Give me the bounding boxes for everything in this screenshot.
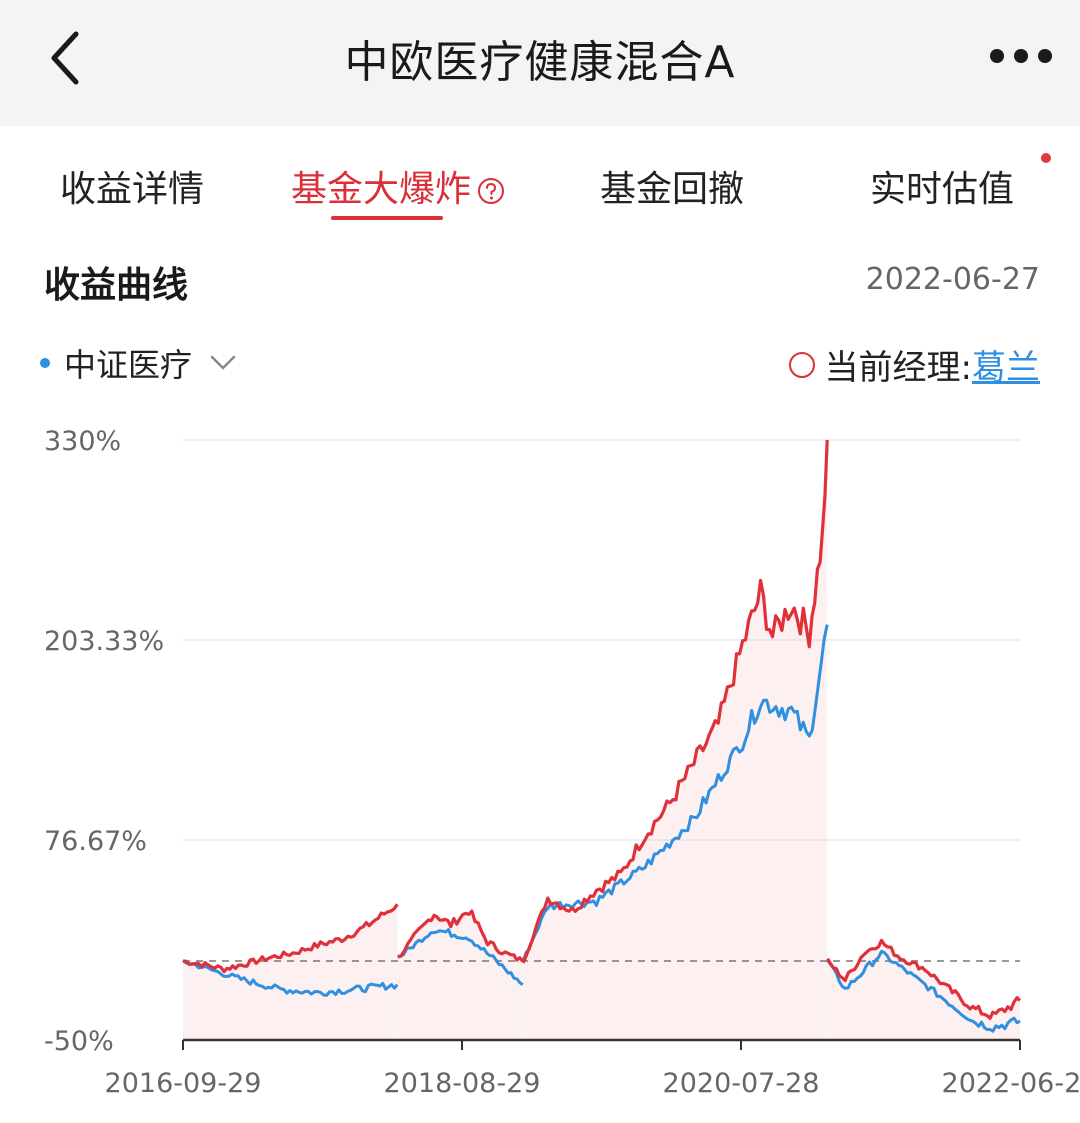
navigation-bar: 中欧医疗健康混合A [0, 0, 1080, 126]
tab-fund-explosion[interactable]: 基金大爆炸 [291, 160, 505, 212]
fund-line [397, 909, 524, 963]
benchmark-dot-icon [40, 358, 50, 368]
manager-legend: 当前经理: 葛兰 [788, 340, 1040, 389]
manager-label: 当前经理: [824, 348, 972, 388]
fund-area-segment [827, 940, 1020, 1040]
active-tab-indicator [331, 216, 443, 220]
manager-circle-icon [788, 351, 815, 378]
section-title: 收益曲线 [44, 265, 189, 306]
x-tick-label: 2016-09-29 [105, 1068, 262, 1099]
chevron-down-icon [210, 355, 236, 370]
tab-fund-drawdown[interactable]: 基金回撤 [600, 169, 745, 210]
fund-area-segment [523, 440, 828, 1040]
y-tick-label: 330% [44, 426, 121, 457]
help-circle-icon[interactable] [477, 177, 505, 205]
tab-bar: 收益详情 基金大爆炸 基金回撤 实时估值 [0, 126, 1080, 236]
manager-name-link[interactable]: 葛兰 [972, 348, 1040, 388]
page-title: 中欧医疗健康混合A [344, 37, 736, 88]
y-tick-label: 203.33% [44, 626, 164, 657]
benchmark-line [521, 624, 829, 962]
return-chart: 330% 203.33% 76.67% -50% 2016-09-29 2018-08-2… [44, 426, 1080, 1099]
more-dots-icon[interactable] [988, 46, 1054, 66]
fund-line [521, 439, 829, 964]
fund-line [182, 903, 399, 974]
tab-earnings-detail[interactable]: 收益详情 [60, 169, 205, 210]
benchmark-label: 中证医疗 [64, 346, 193, 384]
benchmark-selector[interactable]: 中证医疗 [40, 340, 236, 386]
notification-badge [1041, 153, 1051, 163]
x-tick-label: 2022-06-27 [942, 1068, 1080, 1099]
benchmark-line [826, 949, 1021, 1033]
y-tick-label: -50% [44, 1026, 114, 1057]
section-date: 2022-06-27 [865, 262, 1040, 297]
chevron-left-icon[interactable] [44, 28, 88, 88]
benchmark-line [182, 959, 399, 997]
benchmark-line [397, 928, 524, 986]
x-tick-label: 2018-08-29 [384, 1068, 541, 1099]
fund-area-segment [183, 904, 398, 1040]
fund-line [826, 938, 1022, 1020]
x-tick-label: 2020-07-28 [663, 1068, 820, 1099]
y-tick-label: 76.67% [44, 826, 147, 857]
tab-realtime-estimate[interactable]: 实时估值 [870, 169, 1015, 210]
